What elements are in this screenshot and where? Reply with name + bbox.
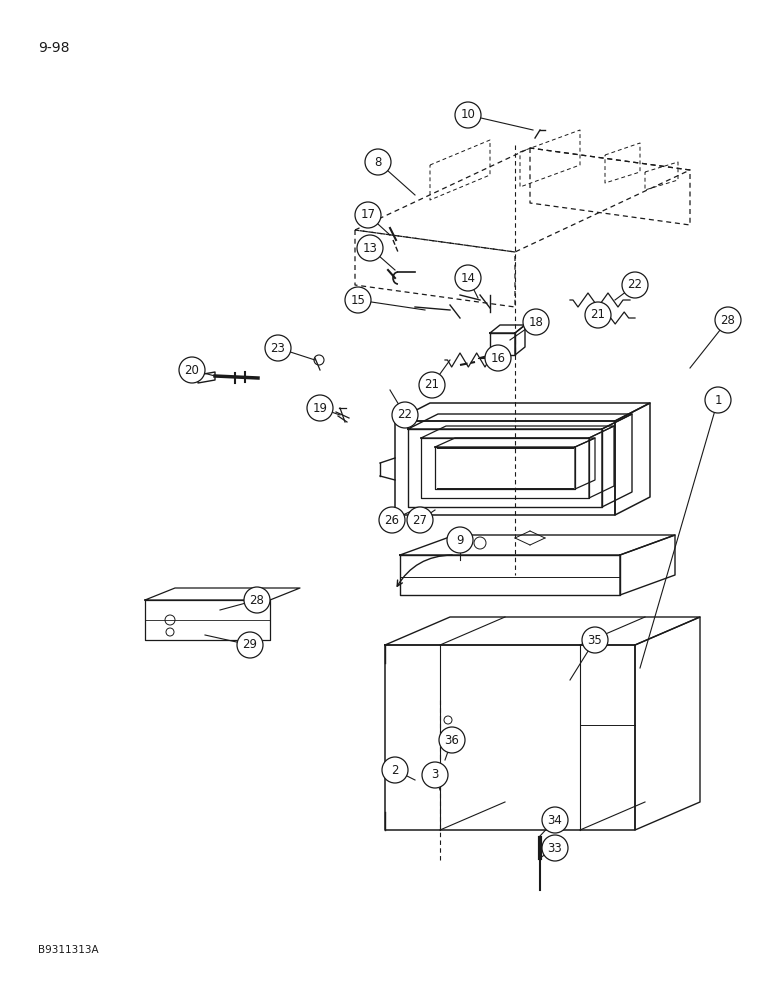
Text: 21: 21	[591, 308, 605, 322]
Text: 26: 26	[384, 514, 400, 526]
Text: 13: 13	[362, 241, 377, 254]
Circle shape	[485, 345, 511, 371]
Text: 3: 3	[431, 768, 438, 782]
Circle shape	[379, 507, 405, 533]
Text: 27: 27	[413, 514, 428, 526]
Text: 21: 21	[424, 378, 439, 391]
Circle shape	[715, 307, 741, 333]
Text: 23: 23	[271, 342, 286, 355]
Circle shape	[542, 835, 568, 861]
Circle shape	[542, 807, 568, 833]
Text: 2: 2	[391, 764, 399, 776]
Text: 14: 14	[460, 271, 476, 284]
Circle shape	[307, 395, 333, 421]
Text: 9: 9	[456, 534, 464, 546]
Text: 16: 16	[490, 352, 505, 364]
Circle shape	[419, 372, 445, 398]
Text: 18: 18	[528, 316, 543, 328]
Circle shape	[392, 402, 418, 428]
Circle shape	[455, 102, 481, 128]
Text: 15: 15	[351, 294, 365, 306]
Circle shape	[447, 527, 473, 553]
Circle shape	[523, 309, 549, 335]
Circle shape	[365, 149, 391, 175]
Circle shape	[407, 507, 433, 533]
Circle shape	[439, 727, 465, 753]
Text: 8: 8	[374, 155, 382, 168]
Circle shape	[585, 302, 611, 328]
Text: 9-98: 9-98	[38, 41, 70, 55]
Circle shape	[355, 202, 381, 228]
Circle shape	[705, 387, 731, 413]
Circle shape	[582, 627, 608, 653]
Text: 19: 19	[313, 401, 327, 414]
Circle shape	[382, 757, 408, 783]
Circle shape	[345, 287, 371, 313]
Text: 22: 22	[628, 278, 643, 292]
Text: B9311313A: B9311313A	[38, 945, 99, 955]
Text: 34: 34	[548, 814, 563, 826]
Text: 1: 1	[714, 393, 722, 406]
Text: 29: 29	[242, 639, 258, 652]
Text: 22: 22	[397, 408, 413, 422]
Circle shape	[622, 272, 648, 298]
Circle shape	[237, 632, 263, 658]
Text: 17: 17	[361, 209, 376, 222]
Text: 33: 33	[548, 842, 563, 854]
Text: 10: 10	[461, 108, 476, 121]
Circle shape	[179, 357, 205, 383]
Circle shape	[357, 235, 383, 261]
Text: 36: 36	[445, 734, 459, 746]
Circle shape	[455, 265, 481, 291]
Text: 35: 35	[587, 634, 602, 647]
Text: 20: 20	[185, 363, 199, 376]
Circle shape	[244, 587, 270, 613]
Text: 28: 28	[721, 314, 736, 326]
Text: 28: 28	[250, 593, 265, 606]
Circle shape	[265, 335, 291, 361]
Circle shape	[422, 762, 448, 788]
